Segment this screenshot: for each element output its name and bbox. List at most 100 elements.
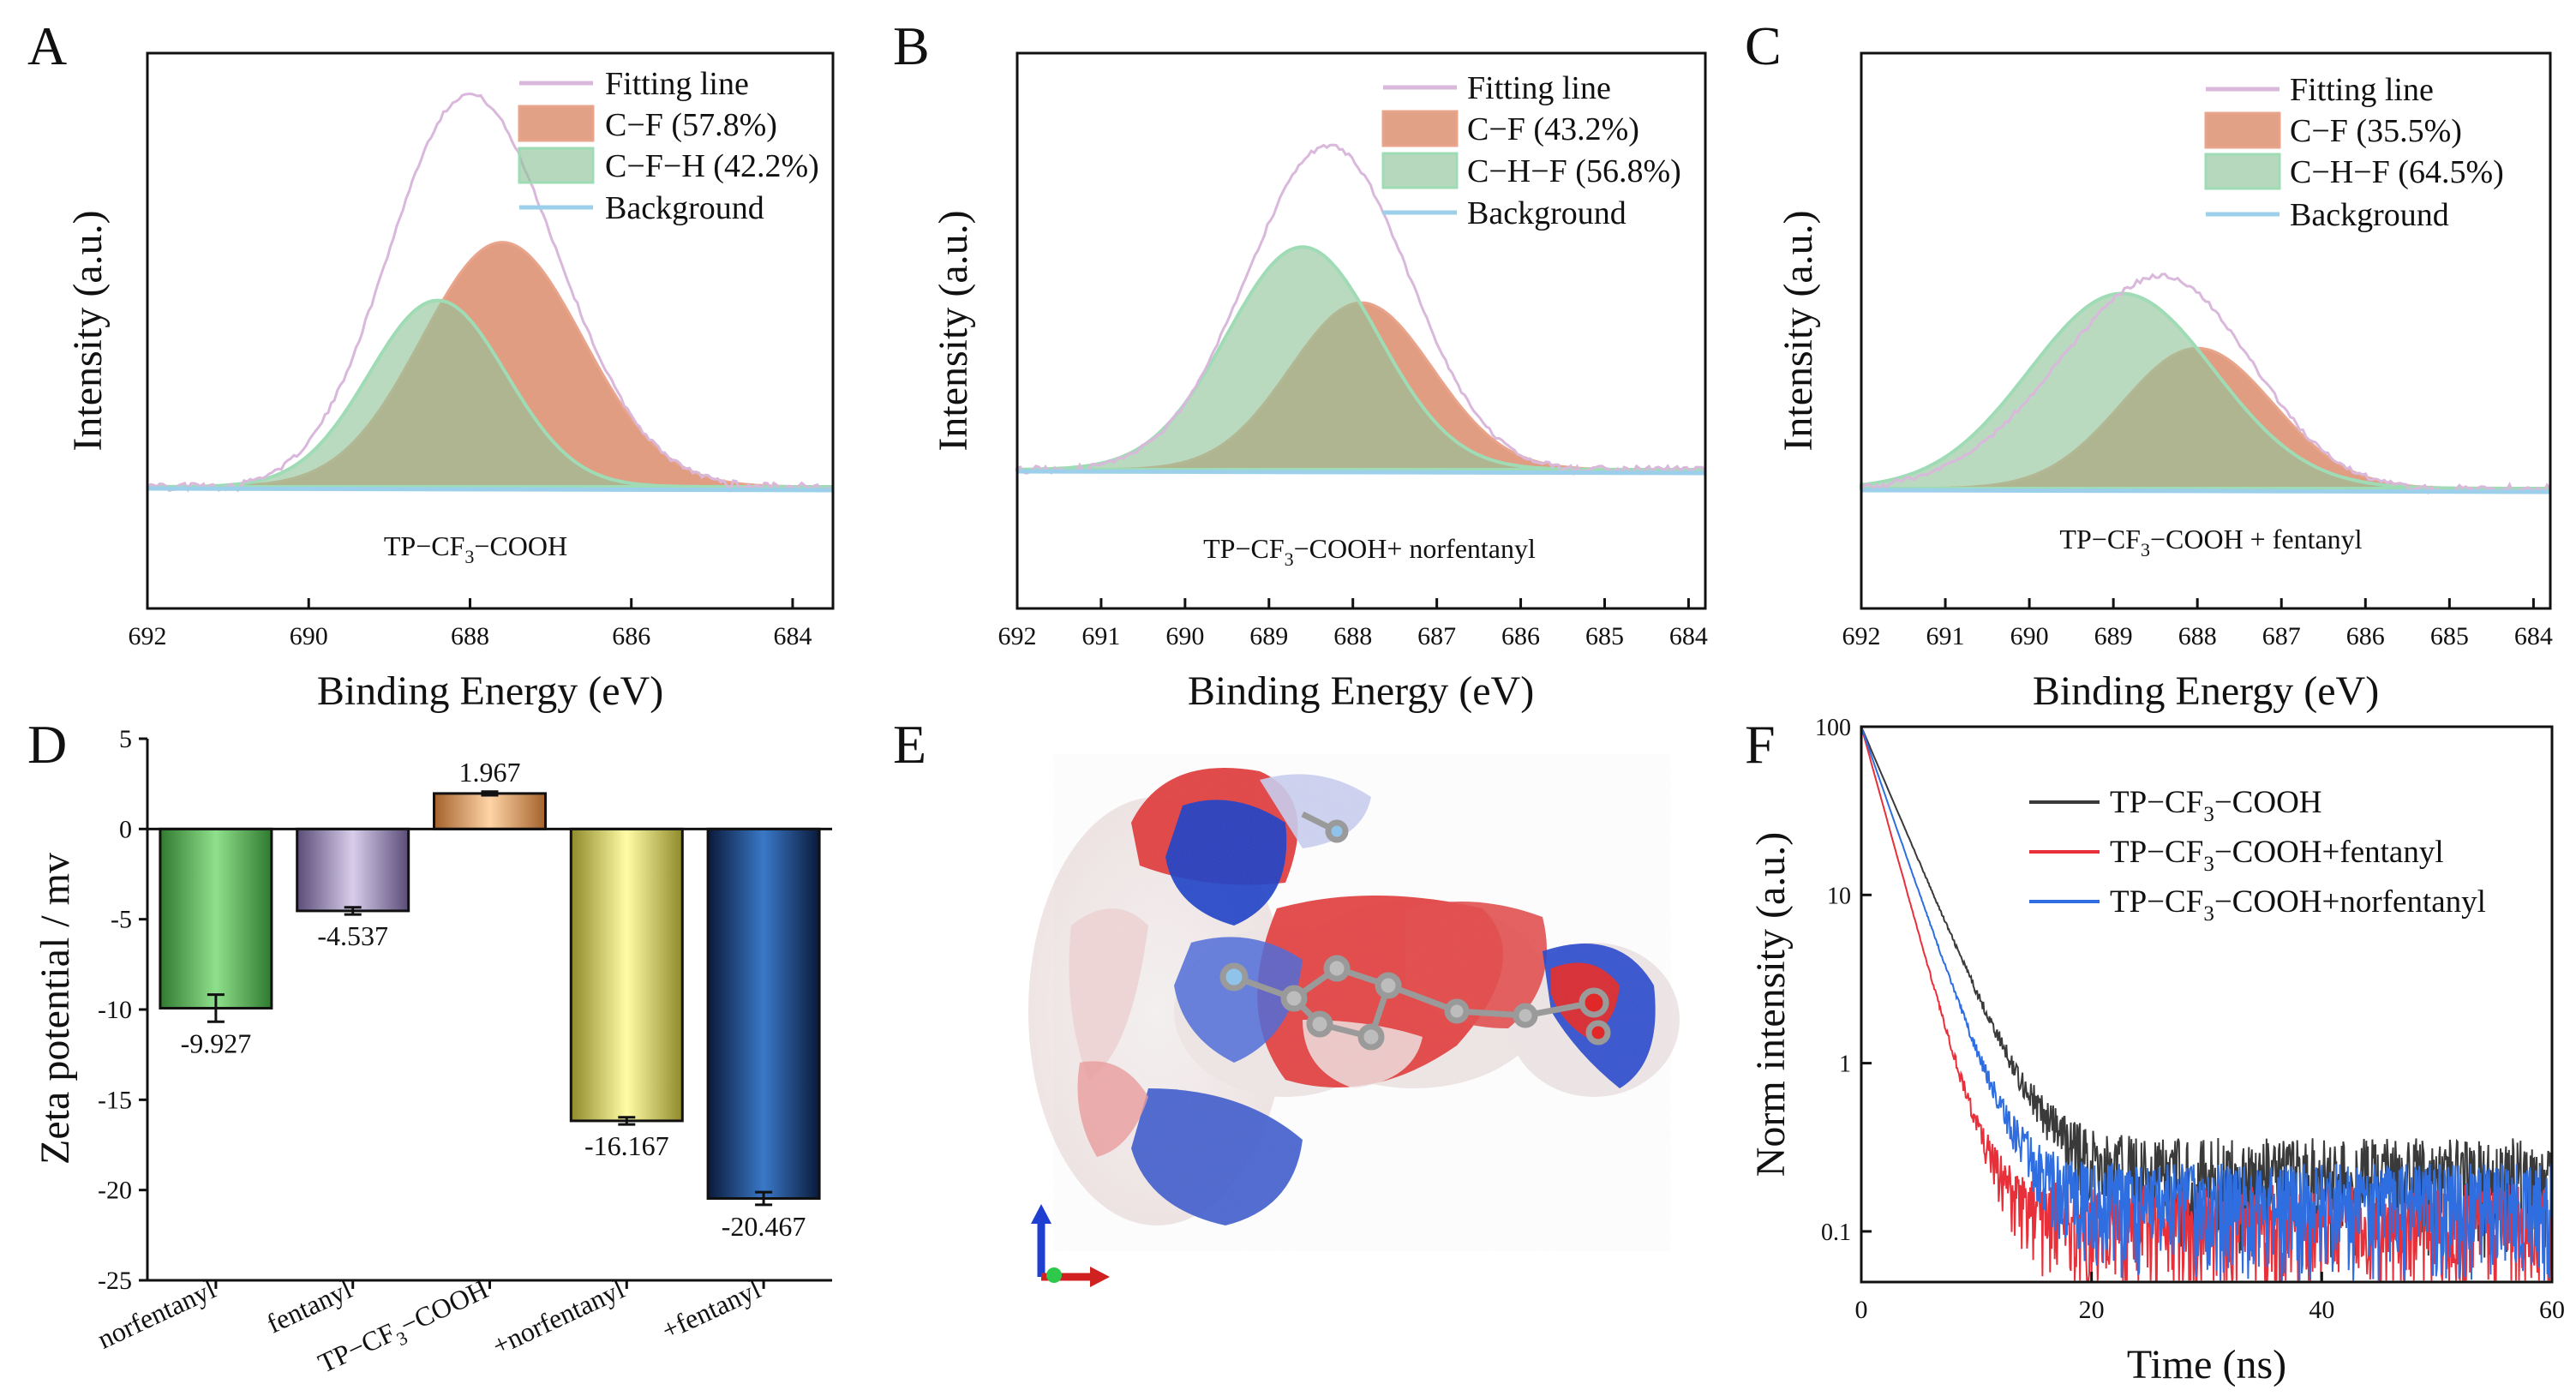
xps-b-frame [1015,51,1707,610]
legend-cf-swatch [2204,111,2281,149]
x-tick-label: 688 [1333,622,1372,650]
axis-triad-icon [1031,1204,1110,1287]
x-tick-label: 687 [1417,622,1456,650]
x-tick-label: 686 [612,622,650,650]
x-tick-label: 20 [2079,1296,2105,1324]
decay-plot [1860,726,2553,1282]
legend-fitting-label: Fitting line [1467,70,1611,106]
x-tick-label: 685 [1585,622,1624,650]
x-tick-label: 40 [2309,1296,2334,1324]
xps-c-legend: Fitting line C−F (35.5%) C−H−F (64.5%) B… [2204,72,2504,233]
legend-cf-swatch [1381,110,1459,147]
chf-peak-area [1015,245,1705,471]
panel-label-e: E [893,714,926,775]
y-tick-label: 10 [1827,883,1851,909]
y-tick-label: 0.1 [1821,1219,1851,1246]
legend-background-label: Background [1467,195,1626,231]
legend-fitting-label: Fitting line [605,66,749,102]
legend-cf-label: C−F (35.5%) [2290,113,2462,149]
x-tick-label: 0 [1855,1296,1868,1324]
xps-b-plot [1015,143,1707,476]
panel-label-b: B [893,15,930,76]
bar-value-label: -20.467 [722,1211,806,1242]
background-line [1860,488,2551,494]
xps-c-frame [1860,51,2552,610]
legend-fentanyl-label: TP−CF3−COOH+fentanyl [2110,835,2444,876]
legend-background-label: Background [2290,197,2449,233]
xps-a-frame [146,51,835,610]
xps-c-xticks: 692 691 690 689 688 687 686 685 684 [1842,598,2553,650]
x-tick-label: 686 [2346,622,2385,650]
x-tick-label: 684 [2514,622,2553,650]
x-tick-label: 684 [1669,622,1708,650]
bar-2 [433,792,547,830]
y-tick-label: 100 [1815,715,1851,741]
decay-series-2 [1860,726,2553,1281]
chf-peak-area [147,298,833,488]
bar-0 [159,827,273,1010]
y-tick-label: -25 [98,1267,132,1295]
legend-chf-swatch [2204,153,2281,190]
xps-a-plot [146,92,835,494]
xps-a-ylabel: Intensity (a.u.) [65,210,111,451]
x-tick-label: 684 [773,622,812,650]
decay-panel-f: 0 20 40 60 100 10 1 0.1 Time (ns) Norm intensit… [1748,715,2565,1387]
xps-a-xticks: 692 690 688 686 684 [129,598,812,650]
bar-value-label: -9.927 [181,1028,252,1058]
bar-value-label: 1.967 [459,757,521,788]
decay-series-0 [1860,726,2553,1259]
xps-a-xlabel: Binding Energy (eV) [317,668,663,714]
background-line [1016,469,1706,476]
xps-panel-c: 692 691 690 689 688 687 686 685 684 Binding Ener… [1776,51,2553,714]
xps-b-xticks: 692 691 690 689 688 687 686 685 684 [998,598,1708,650]
x-tick-label: 691 [1081,622,1120,650]
x-tick-label: 686 [1501,622,1540,650]
xps-c-ylabel: Intensity (a.u.) [1776,210,1821,451]
legend-background-label: Background [605,190,764,226]
decay-axes: 0 20 40 60 100 10 1 0.1 [1815,715,2565,1324]
x-tick-label: 691 [1926,622,1965,650]
bar-4 [706,827,821,1201]
molecule-ball-and-stick [1219,811,1611,1051]
y-tick-label: -20 [98,1177,132,1205]
x-tick-label: 689 [2094,622,2133,650]
panel-label-c: C [1745,15,1782,76]
decay-legend: TP−CF3−COOH TP−CF3−COOH+fentanyl TP−CF3−… [2029,785,2486,926]
legend-norfentanyl-label: TP−CF3−COOH+norfentanyl [2110,884,2486,926]
esp-molecule-image [1028,754,1680,1287]
xps-b-sample-label: TP−CF3−COOH+ norfentanyl [1203,533,1536,570]
bar-1 [296,827,410,913]
x-tick-label: 688 [2178,622,2217,650]
panel-label-d: D [27,714,67,775]
legend-cf-label: C−F (57.8%) [605,107,777,143]
zeta-axes: 5 0 -5 -10 -15 -20 -25 [98,725,832,1295]
x-tick-label: 690 [290,622,328,650]
chf-peak-area [1860,291,2550,490]
x-tick-label: 690 [1165,622,1204,650]
category-label-fentanyl: fentanyl [262,1273,356,1339]
x-tick-label: 689 [1249,622,1288,650]
xps-b-legend: Fitting line C−F (43.2%) C−H−F (56.8%) B… [1381,70,1681,231]
xps-panel-b: 692 691 690 689 688 687 686 685 684 Binding Ener… [931,51,1708,714]
xps-b-ylabel: Intensity (a.u.) [931,210,976,451]
x-tick-label: 690 [2010,622,2049,650]
legend-fitting-label: Fitting line [2290,72,2434,108]
legend-cf-label: C−F (43.2%) [1467,111,1639,147]
x-tick-label: 692 [1842,622,1881,650]
panel-label-a: A [27,15,67,76]
y-tick-label: -10 [98,996,132,1024]
decay-frame [1860,725,2554,1284]
zeta-category-labels: norfentanyl fentanyl TP−CF3−COOH +norfen… [93,1273,765,1379]
y-tick-label: 1 [1839,1051,1851,1078]
decay-ylabel: Norm intensity (a.u.) [1748,832,1794,1177]
category-label-plus-fentanyl: +fentanyl [656,1273,765,1346]
x-tick-label: 687 [2262,622,2301,650]
zeta-bars: -9.927 -4.537 1.967 -16.167 -20.467 [159,757,821,1242]
legend-cfh-swatch [518,147,595,184]
xps-a-legend: Fitting line C−F (57.8%) C−F−H (42.2%) B… [518,66,819,226]
bar-3 [569,827,684,1123]
background-line [147,486,834,493]
panel-label-f: F [1745,714,1776,775]
